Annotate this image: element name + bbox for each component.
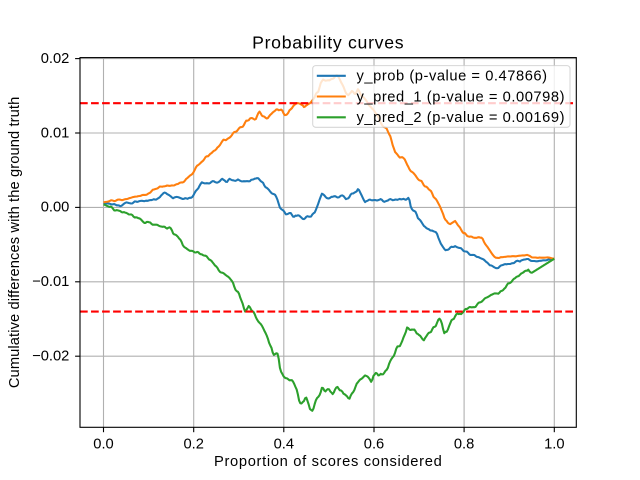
svg-text:0.4: 0.4 — [274, 437, 294, 453]
svg-text:0.00: 0.00 — [41, 200, 70, 216]
svg-text:y_pred_2 (p-value = 0.00169): y_pred_2 (p-value = 0.00169) — [357, 110, 566, 126]
svg-text:Proportion of scores considere: Proportion of scores considered — [214, 454, 442, 470]
svg-text:−0.01: −0.01 — [32, 274, 69, 290]
svg-text:y_pred_1 (p-value = 0.00798): y_pred_1 (p-value = 0.00798) — [357, 89, 566, 105]
svg-text:1.0: 1.0 — [544, 437, 564, 453]
svg-text:Probability curves: Probability curves — [252, 32, 404, 52]
svg-text:0.2: 0.2 — [183, 437, 203, 453]
svg-text:0.02: 0.02 — [41, 51, 70, 67]
svg-text:0.8: 0.8 — [454, 437, 474, 453]
svg-text:0.6: 0.6 — [364, 437, 384, 453]
svg-text:0.0: 0.0 — [93, 437, 113, 453]
svg-text:Cumulative differences with th: Cumulative differences with the ground t… — [7, 97, 23, 389]
svg-text:0.01: 0.01 — [41, 125, 70, 141]
svg-text:y_prob (p-value = 0.47866): y_prob (p-value = 0.47866) — [357, 69, 548, 85]
svg-text:−0.02: −0.02 — [32, 349, 69, 365]
